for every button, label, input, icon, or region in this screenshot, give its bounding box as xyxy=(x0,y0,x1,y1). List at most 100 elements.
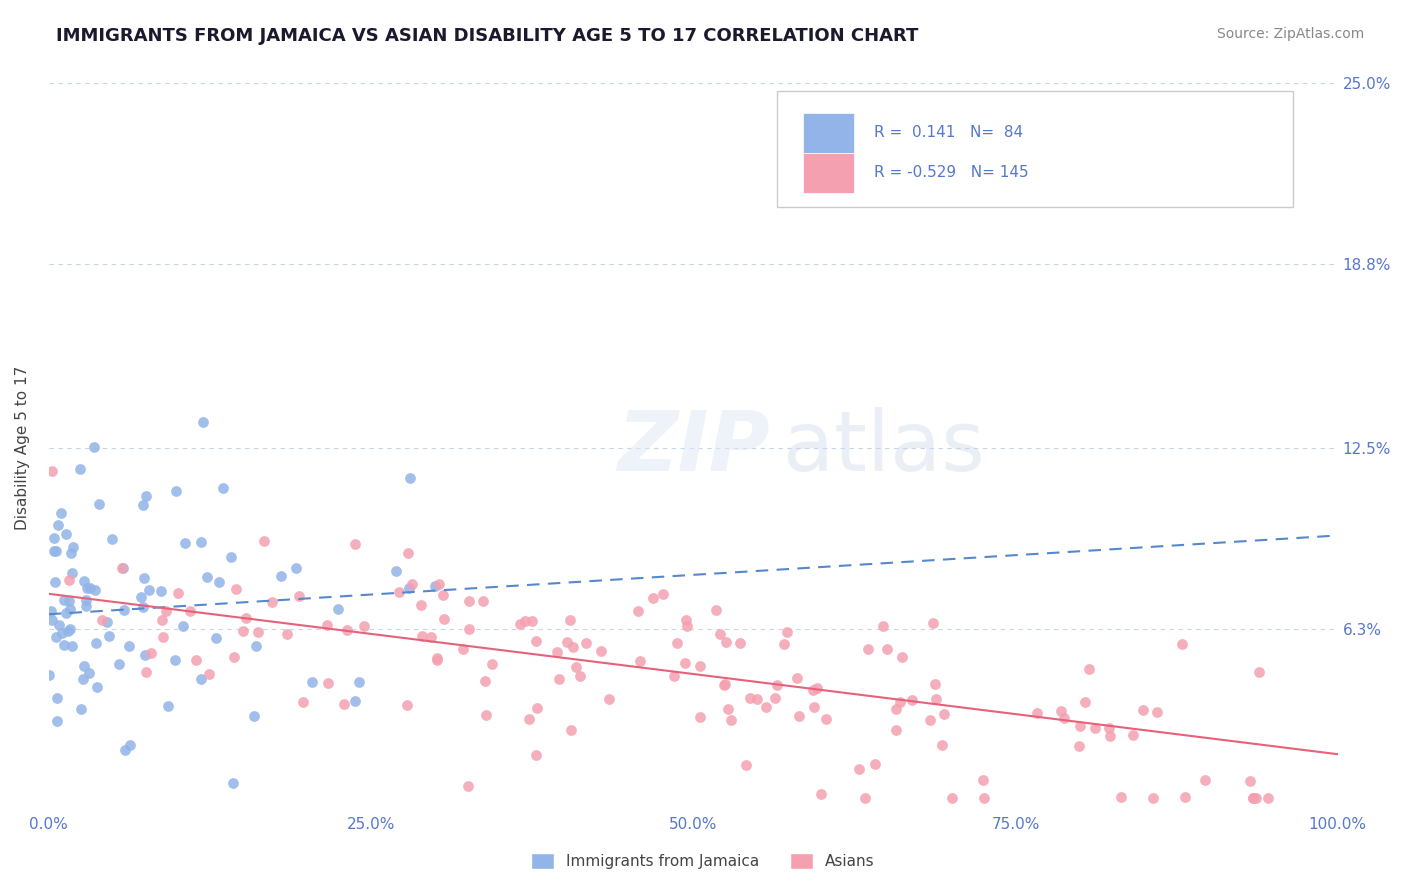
Point xyxy=(75,593,97,607)
Point xyxy=(747,692,769,706)
Point xyxy=(167,585,190,599)
Point xyxy=(190,535,212,549)
Point xyxy=(876,641,898,656)
Point xyxy=(58,594,80,608)
Point xyxy=(344,537,367,551)
Point xyxy=(1109,790,1132,805)
Point xyxy=(219,550,242,565)
Point xyxy=(252,534,274,549)
Point xyxy=(513,614,536,628)
Text: R = -0.529   N= 145: R = -0.529 N= 145 xyxy=(873,165,1028,180)
Point xyxy=(135,665,157,680)
Point xyxy=(801,683,824,698)
Point xyxy=(179,604,201,618)
Point xyxy=(526,701,548,715)
Point xyxy=(1146,705,1168,719)
Point xyxy=(131,599,153,614)
Point xyxy=(925,692,948,706)
Point xyxy=(427,577,450,591)
Point xyxy=(60,545,83,559)
Point xyxy=(134,648,156,663)
Point xyxy=(673,656,696,670)
Point xyxy=(198,666,221,681)
Point xyxy=(598,692,620,706)
Point xyxy=(575,636,598,650)
Point xyxy=(191,415,214,429)
Point xyxy=(457,779,479,793)
Point xyxy=(643,591,665,605)
Point xyxy=(1170,636,1192,650)
Point xyxy=(51,625,73,640)
Point xyxy=(432,588,454,602)
Point xyxy=(918,713,941,727)
Text: atlas: atlas xyxy=(783,408,986,489)
Point xyxy=(326,602,349,616)
Point xyxy=(292,695,315,709)
Point xyxy=(773,637,796,651)
Point xyxy=(411,629,433,643)
Point xyxy=(222,776,245,790)
Point xyxy=(132,498,155,512)
Point xyxy=(1244,791,1267,805)
Point xyxy=(803,699,825,714)
Point xyxy=(172,619,194,633)
Point xyxy=(720,713,742,727)
Point xyxy=(247,624,270,639)
Point xyxy=(458,622,481,636)
Point xyxy=(243,709,266,723)
Point xyxy=(55,527,77,541)
Point xyxy=(138,583,160,598)
Point xyxy=(70,702,93,716)
Point xyxy=(426,653,449,667)
Point xyxy=(344,694,367,708)
Point xyxy=(53,593,76,607)
Point xyxy=(83,440,105,454)
Point xyxy=(755,700,778,714)
Point xyxy=(884,723,907,737)
Point xyxy=(509,617,531,632)
Point xyxy=(97,629,120,643)
Point xyxy=(316,675,339,690)
Point xyxy=(858,642,880,657)
Point xyxy=(75,599,97,614)
Point xyxy=(245,639,267,653)
Point xyxy=(520,614,543,628)
FancyBboxPatch shape xyxy=(778,91,1292,207)
Point xyxy=(55,606,77,620)
Point xyxy=(776,624,799,639)
Point xyxy=(60,639,83,653)
Point xyxy=(399,471,422,485)
Bar xyxy=(803,112,855,153)
Point xyxy=(156,699,179,714)
Point xyxy=(810,787,832,801)
Point xyxy=(524,634,547,648)
Point xyxy=(165,653,187,667)
Point xyxy=(734,757,756,772)
Point xyxy=(301,674,323,689)
Point xyxy=(1132,703,1154,717)
Point xyxy=(132,571,155,585)
Point xyxy=(332,697,354,711)
Point xyxy=(941,791,963,805)
Point xyxy=(714,677,737,691)
Point xyxy=(806,681,828,695)
Point xyxy=(652,587,675,601)
Point xyxy=(208,574,231,589)
Point xyxy=(1241,791,1264,805)
Point xyxy=(1194,773,1216,788)
Point xyxy=(114,603,136,617)
Point xyxy=(225,582,247,596)
Point xyxy=(1122,728,1144,742)
Point xyxy=(411,598,433,612)
Point xyxy=(565,660,588,674)
Point xyxy=(336,623,359,637)
Point xyxy=(84,636,107,650)
Point xyxy=(426,651,449,665)
Point xyxy=(589,644,612,658)
Point xyxy=(232,624,254,638)
Point xyxy=(1174,789,1197,804)
Point xyxy=(481,657,503,671)
Point xyxy=(471,594,494,608)
Point xyxy=(118,639,141,653)
Point xyxy=(186,653,208,667)
